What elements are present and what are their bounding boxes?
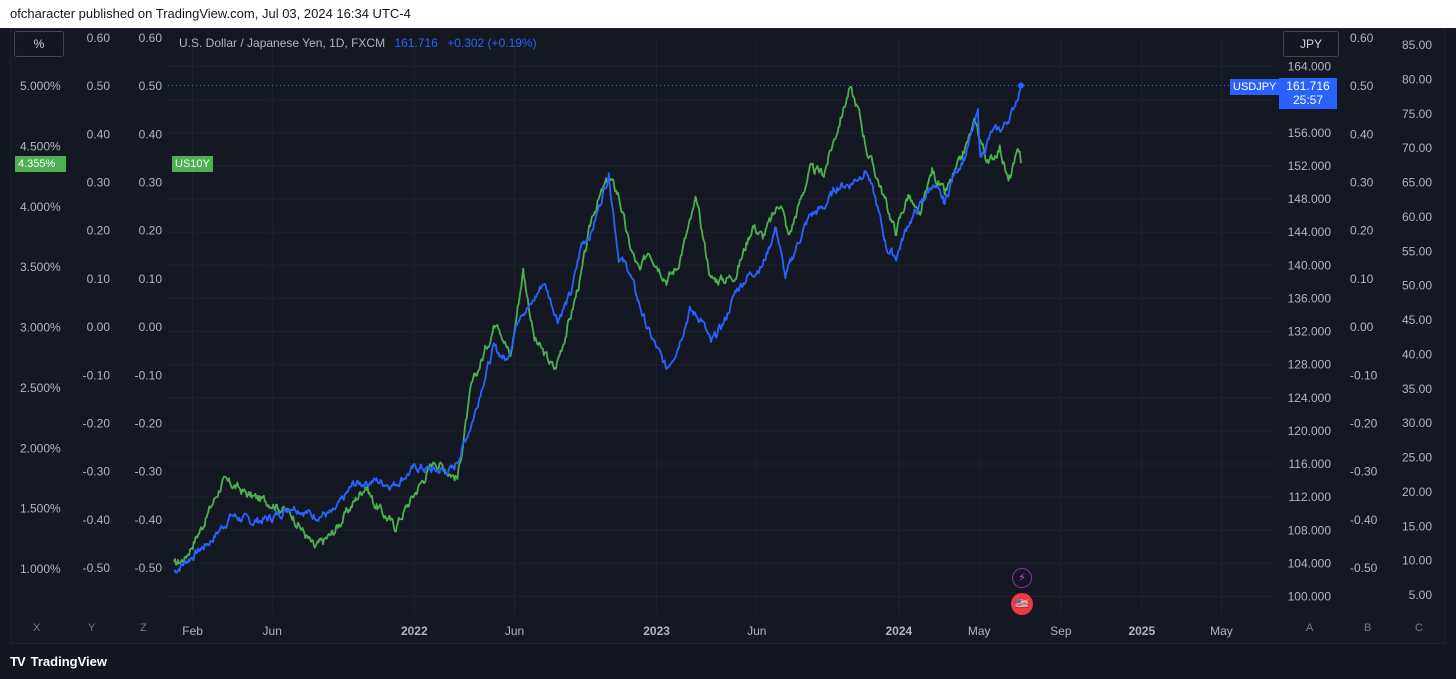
usdjpy-price-badge: 161.716 25:57 bbox=[1279, 78, 1337, 109]
b-axis-letter[interactable]: B bbox=[1364, 622, 1372, 634]
legend-change: +0.302 (+0.19%) bbox=[447, 36, 537, 50]
us10y-label-badge: US10Y bbox=[172, 156, 213, 172]
z-axis-letter[interactable]: Z bbox=[140, 622, 147, 634]
us10y-price-badge: 4.355% bbox=[15, 156, 66, 172]
flag-glyph: 🇺🇸 bbox=[1015, 598, 1029, 610]
x-axis-letter[interactable]: X bbox=[33, 622, 41, 634]
published-banner: ofcharacter published on TradingView.com… bbox=[0, 0, 1456, 28]
percent-scale-label: % bbox=[33, 37, 45, 51]
y-axis-letter[interactable]: Y bbox=[88, 622, 96, 634]
c-axis-letter[interactable]: C bbox=[1415, 622, 1423, 634]
us-flag-icon[interactable]: 🇺🇸 bbox=[1011, 593, 1033, 615]
chart-legend[interactable]: U.S. Dollar / Japanese Yen, 1D, FXCM 161… bbox=[179, 36, 537, 50]
usdjpy-label-badge: USDJPY bbox=[1230, 79, 1280, 95]
tradingview-brand[interactable]: TV TradingView bbox=[10, 654, 107, 669]
lightning-glyph: ⚡ bbox=[1018, 572, 1026, 584]
currency-button[interactable]: JPY bbox=[1283, 31, 1339, 57]
brand-name: TradingView bbox=[30, 654, 107, 669]
footer: TV TradingView bbox=[0, 644, 1456, 679]
percent-scale-button[interactable]: % bbox=[14, 31, 64, 57]
a-axis-letter[interactable]: A bbox=[1306, 622, 1314, 634]
published-text: ofcharacter published on TradingView.com… bbox=[10, 6, 411, 21]
legend-last-price: 161.716 bbox=[394, 36, 438, 50]
lightning-icon[interactable]: ⚡ bbox=[1012, 568, 1032, 588]
chart-panel[interactable] bbox=[10, 28, 1446, 644]
tradingview-logo-icon: TV bbox=[10, 654, 26, 669]
usdjpy-countdown: 25:57 bbox=[1292, 93, 1324, 107]
legend-symbol: U.S. Dollar / Japanese Yen, 1D, FXCM bbox=[179, 36, 386, 50]
usdjpy-price: 161.716 bbox=[1286, 79, 1330, 93]
currency-label: JPY bbox=[1299, 37, 1322, 51]
